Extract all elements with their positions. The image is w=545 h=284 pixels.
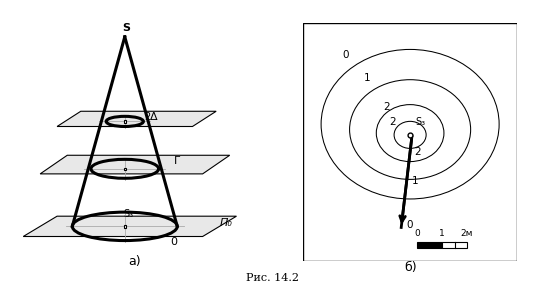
Text: П₀: П₀	[220, 218, 232, 228]
Polygon shape	[40, 155, 229, 174]
Text: а): а)	[129, 255, 141, 268]
Text: Δ: Δ	[149, 112, 157, 122]
Text: Г: Г	[174, 156, 180, 166]
Text: 1: 1	[412, 176, 419, 186]
Text: S₃: S₃	[415, 117, 426, 127]
Bar	[442, 242, 467, 248]
Text: Рис. 14.2: Рис. 14.2	[246, 273, 299, 283]
Text: 0: 0	[414, 229, 420, 238]
Bar	[417, 242, 442, 248]
Polygon shape	[57, 111, 216, 126]
Text: 0: 0	[343, 50, 349, 60]
Text: 0: 0	[407, 220, 413, 230]
Polygon shape	[23, 216, 237, 237]
Text: S: S	[123, 23, 130, 33]
Bar	[124, 225, 126, 227]
Text: 2: 2	[389, 117, 396, 127]
Text: 2: 2	[384, 103, 390, 112]
Text: 1: 1	[439, 229, 445, 238]
Bar	[124, 120, 126, 123]
Text: 2м: 2м	[461, 229, 473, 238]
Text: б): б)	[404, 260, 416, 273]
Text: 2: 2	[144, 112, 150, 122]
Bar	[124, 168, 126, 170]
Text: 2: 2	[414, 147, 421, 156]
Text: 1: 1	[364, 73, 371, 83]
Text: S₃: S₃	[123, 209, 133, 219]
Text: 0: 0	[171, 237, 177, 247]
